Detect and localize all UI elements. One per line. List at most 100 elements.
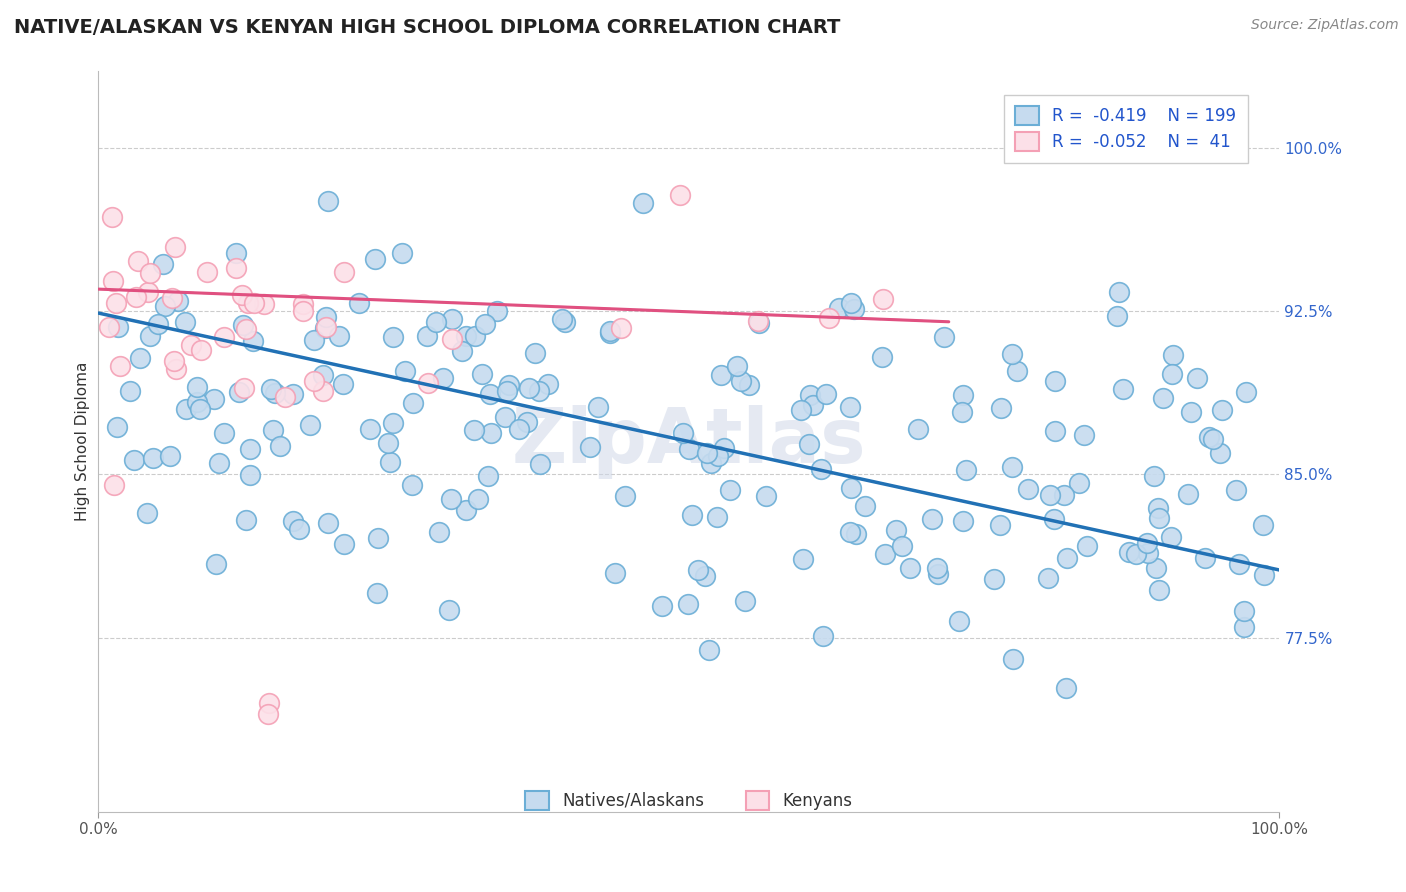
Point [364, 252, 387, 266]
Point [1160, 530, 1182, 544]
Point [818, 311, 841, 326]
Point [734, 593, 756, 607]
Point [1177, 486, 1199, 500]
Point [651, 599, 673, 613]
Point [891, 540, 914, 554]
Point [610, 321, 633, 335]
Point [1161, 367, 1184, 381]
Point [228, 385, 250, 400]
Point [498, 378, 520, 392]
Point [669, 188, 692, 202]
Point [1069, 475, 1091, 490]
Point [1251, 517, 1274, 532]
Point [287, 522, 309, 536]
Point [347, 295, 370, 310]
Point [262, 423, 284, 437]
Point [382, 416, 405, 430]
Point [839, 400, 862, 414]
Point [235, 513, 257, 527]
Point [845, 527, 868, 541]
Point [1202, 433, 1225, 447]
Point [101, 274, 124, 288]
Point [1053, 488, 1076, 502]
Text: NATIVE/ALASKAN VS KENYAN HIGH SCHOOL DIPLOMA CORRELATION CHART: NATIVE/ALASKAN VS KENYAN HIGH SCHOOL DIP… [14, 18, 841, 37]
Point [153, 299, 176, 313]
Point [159, 450, 181, 464]
Point [208, 456, 231, 470]
Point [1112, 382, 1135, 396]
Point [124, 452, 146, 467]
Point [537, 377, 560, 392]
Point [1146, 561, 1168, 575]
Point [103, 478, 125, 492]
Point [605, 566, 627, 581]
Point [467, 491, 489, 506]
Point [212, 330, 235, 344]
Point [394, 363, 416, 377]
Point [1118, 545, 1140, 559]
Point [127, 254, 149, 268]
Point [136, 285, 159, 300]
Point [214, 426, 236, 441]
Point [139, 328, 162, 343]
Point [274, 390, 297, 404]
Point [898, 561, 921, 575]
Point [454, 502, 477, 516]
Point [188, 401, 211, 416]
Point [907, 422, 929, 436]
Point [1001, 460, 1024, 475]
Point [983, 572, 1005, 586]
Point [811, 629, 834, 643]
Point [160, 291, 183, 305]
Point [402, 396, 425, 410]
Point [1187, 371, 1209, 385]
Point [579, 441, 602, 455]
Point [100, 210, 122, 224]
Point [97, 320, 120, 334]
Point [1225, 483, 1247, 497]
Point [1039, 488, 1062, 502]
Point [304, 374, 326, 388]
Point [588, 400, 610, 414]
Point [681, 508, 703, 522]
Point [1211, 403, 1233, 417]
Point [1005, 364, 1028, 378]
Point [479, 426, 502, 441]
Point [707, 449, 730, 463]
Point [799, 388, 821, 402]
Point [314, 321, 336, 335]
Point [613, 490, 636, 504]
Point [118, 384, 141, 399]
Point [872, 292, 894, 306]
Point [1253, 567, 1275, 582]
Point [990, 401, 1012, 416]
Point [235, 321, 257, 335]
Point [332, 537, 354, 551]
Point [554, 314, 576, 328]
Point [367, 531, 389, 545]
Point [225, 261, 247, 276]
Point [551, 311, 574, 326]
Point [948, 614, 970, 628]
Point [239, 442, 262, 457]
Point [359, 422, 381, 436]
Point [508, 422, 530, 436]
Point [1147, 500, 1170, 515]
Point [163, 239, 186, 253]
Point [427, 525, 450, 540]
Point [186, 380, 208, 394]
Point [382, 330, 405, 344]
Point [391, 245, 413, 260]
Point [790, 403, 813, 417]
Point [129, 351, 152, 365]
Point [921, 512, 943, 526]
Point [416, 329, 439, 343]
Point [1236, 384, 1258, 399]
Point [839, 482, 862, 496]
Point [292, 304, 315, 318]
Point [697, 643, 720, 657]
Point [988, 517, 1011, 532]
Point [377, 436, 399, 450]
Point [1002, 652, 1025, 666]
Point [527, 384, 550, 398]
